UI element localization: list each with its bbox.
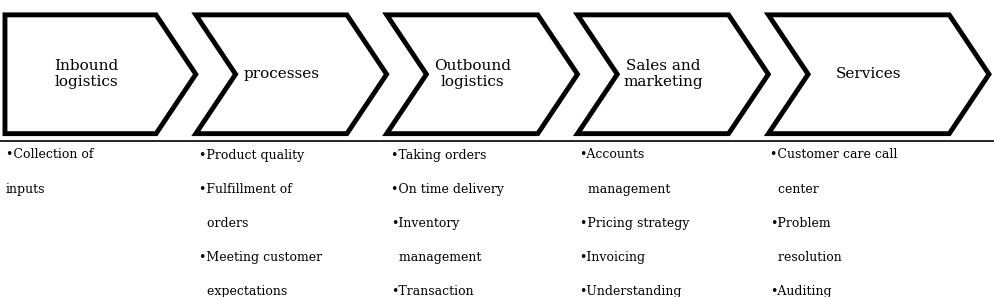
Text: •Taking orders: •Taking orders bbox=[391, 148, 486, 162]
Text: center: center bbox=[770, 183, 819, 196]
Text: •Transaction: •Transaction bbox=[391, 285, 473, 297]
Text: •Accounts: •Accounts bbox=[580, 148, 645, 162]
Text: •Understanding: •Understanding bbox=[580, 285, 682, 297]
Text: •Problem: •Problem bbox=[770, 217, 831, 230]
Text: expectations: expectations bbox=[199, 285, 287, 297]
Text: •Customer care call: •Customer care call bbox=[770, 148, 898, 162]
Text: orders: orders bbox=[199, 217, 248, 230]
Text: •Inventory: •Inventory bbox=[391, 217, 459, 230]
Polygon shape bbox=[5, 15, 196, 134]
Text: •Invoicing: •Invoicing bbox=[580, 251, 646, 264]
Text: •Meeting customer: •Meeting customer bbox=[199, 251, 322, 264]
Text: •Product quality: •Product quality bbox=[199, 148, 304, 162]
Text: Inbound
logistics: Inbound logistics bbox=[55, 59, 118, 89]
Text: •Fulfillment of: •Fulfillment of bbox=[199, 183, 291, 196]
Polygon shape bbox=[196, 15, 387, 134]
Text: •Auditing: •Auditing bbox=[770, 285, 832, 297]
Text: •On time delivery: •On time delivery bbox=[391, 183, 504, 196]
Text: inputs: inputs bbox=[6, 183, 46, 196]
Polygon shape bbox=[387, 15, 578, 134]
Text: Outbound
logistics: Outbound logistics bbox=[433, 59, 511, 89]
Text: management: management bbox=[391, 251, 481, 264]
Polygon shape bbox=[768, 15, 989, 134]
Text: resolution: resolution bbox=[770, 251, 842, 264]
Text: processes: processes bbox=[244, 67, 319, 81]
Text: Services: Services bbox=[836, 67, 902, 81]
Text: management: management bbox=[580, 183, 670, 196]
Polygon shape bbox=[578, 15, 768, 134]
Text: Sales and
marketing: Sales and marketing bbox=[623, 59, 703, 89]
Text: •Pricing strategy: •Pricing strategy bbox=[580, 217, 689, 230]
Text: •Collection of: •Collection of bbox=[6, 148, 93, 162]
